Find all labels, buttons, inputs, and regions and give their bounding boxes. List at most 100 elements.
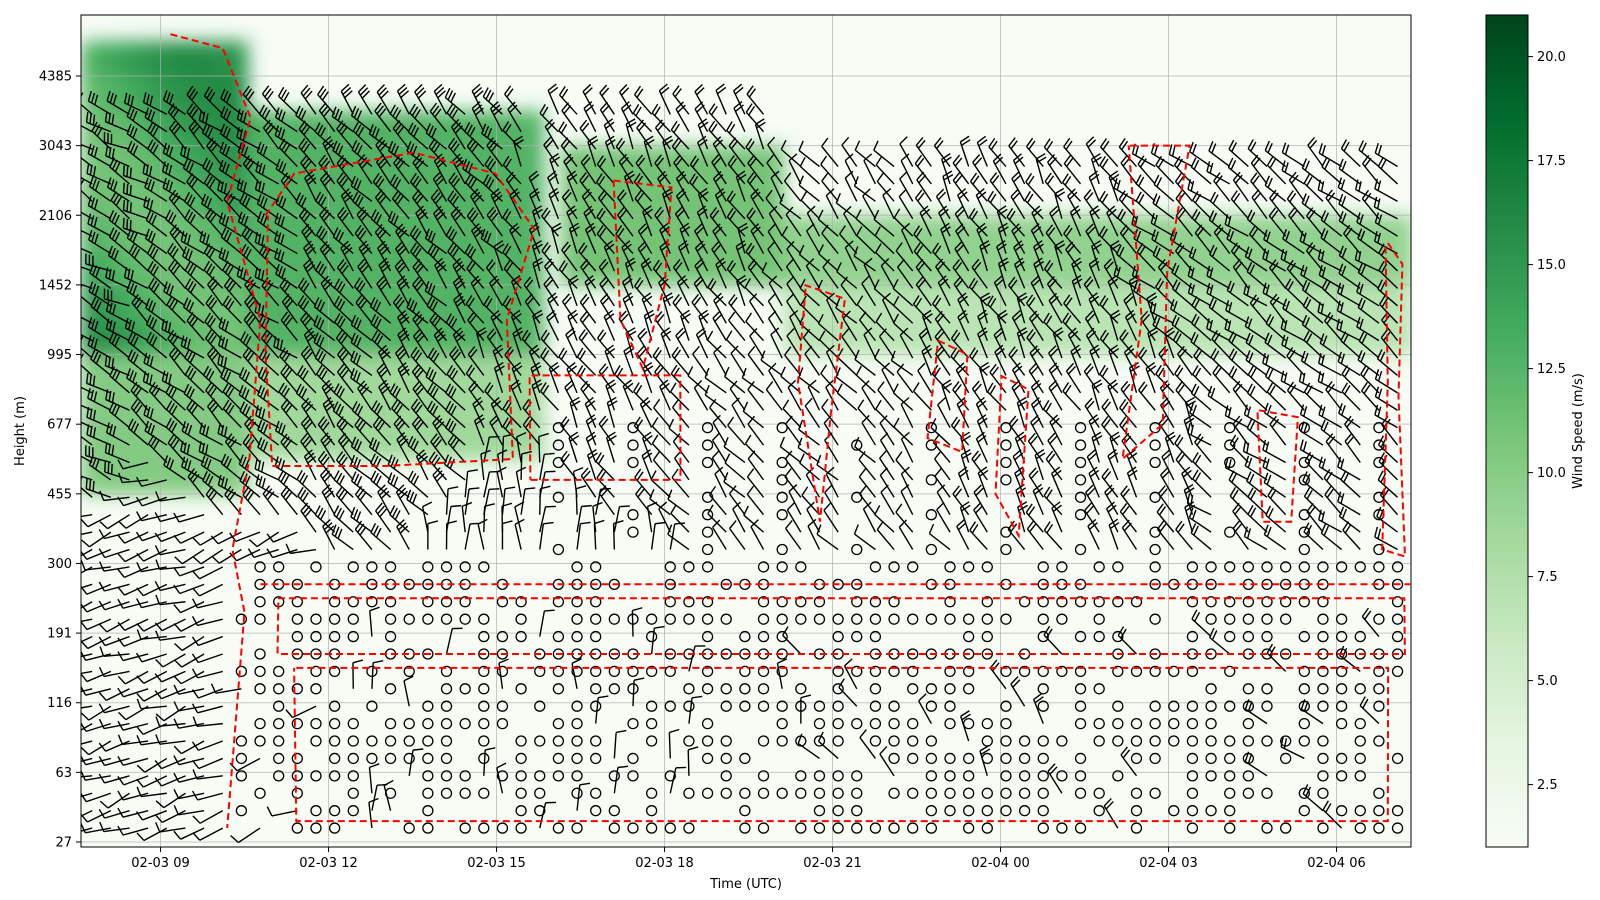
barb-feather bbox=[69, 371, 71, 381]
calm-marker bbox=[1000, 717, 1012, 730]
heat-cell bbox=[672, 145, 692, 182]
barb-feather bbox=[172, 439, 180, 449]
heat-cell bbox=[228, 424, 249, 460]
barb-shaft bbox=[145, 237, 168, 255]
heat-cell bbox=[1300, 215, 1321, 252]
barb-feather bbox=[74, 422, 78, 432]
wind-barb bbox=[104, 355, 130, 377]
barb-feather bbox=[81, 792, 87, 803]
barb-feather bbox=[135, 387, 143, 397]
wind-barb bbox=[81, 475, 93, 481]
barb-shaft bbox=[147, 252, 168, 272]
barb-feather bbox=[94, 459, 100, 470]
barb-shaft bbox=[142, 496, 168, 507]
barb-feather bbox=[174, 556, 183, 565]
barb-shaft bbox=[254, 468, 279, 481]
wind-barb bbox=[62, 810, 93, 822]
calm-marker bbox=[776, 787, 788, 799]
barb-feather bbox=[185, 160, 192, 171]
barb-shaft bbox=[205, 302, 224, 324]
wind-barb bbox=[81, 775, 93, 778]
calm-marker bbox=[813, 735, 826, 747]
barb-feather bbox=[136, 764, 146, 773]
wind-barb bbox=[161, 319, 186, 342]
heat-cell bbox=[635, 215, 655, 252]
barb-shaft bbox=[106, 618, 130, 633]
calm-marker bbox=[1280, 648, 1292, 660]
barb-feather bbox=[258, 476, 263, 487]
barb-shaft bbox=[178, 688, 205, 695]
barb-feather bbox=[136, 786, 142, 797]
heat-cell bbox=[506, 215, 526, 252]
barb-feather bbox=[161, 319, 165, 330]
barb-shaft bbox=[197, 653, 223, 664]
barb-feather bbox=[222, 295, 230, 305]
barb-feather bbox=[223, 90, 229, 101]
wind-barb bbox=[184, 261, 205, 289]
barb-feather bbox=[62, 814, 69, 822]
barb-feather bbox=[164, 372, 169, 383]
barb-shaft bbox=[184, 357, 205, 376]
calm-marker bbox=[590, 683, 602, 695]
barb-feather bbox=[173, 684, 180, 695]
barb-feather bbox=[210, 683, 217, 694]
calm-marker bbox=[254, 648, 266, 660]
barb-feather bbox=[173, 604, 182, 614]
calm-marker bbox=[291, 752, 303, 765]
heat-cell bbox=[81, 145, 101, 182]
calm-marker bbox=[1186, 630, 1199, 643]
barb-feather bbox=[201, 442, 206, 454]
wind-barb bbox=[99, 490, 130, 502]
calm-marker bbox=[1112, 700, 1124, 712]
barb-feather bbox=[185, 248, 190, 259]
barb-feather bbox=[221, 319, 226, 330]
calm-marker bbox=[1261, 700, 1273, 712]
barb-feather bbox=[173, 755, 180, 766]
calm-marker bbox=[1074, 787, 1087, 799]
barb-shaft bbox=[145, 219, 168, 237]
calm-marker bbox=[683, 613, 695, 625]
barb-shaft bbox=[81, 670, 93, 675]
barb-shaft bbox=[161, 688, 186, 700]
barb-feather bbox=[180, 335, 185, 346]
calm-marker bbox=[552, 491, 565, 503]
barb-feather bbox=[73, 349, 78, 358]
barb-feather bbox=[86, 407, 90, 418]
wind-barb bbox=[98, 581, 130, 592]
barb-feather bbox=[186, 350, 193, 361]
barb-shaft bbox=[520, 453, 523, 480]
calm-marker bbox=[235, 752, 248, 765]
calm-marker bbox=[571, 630, 583, 643]
wind-barb bbox=[108, 210, 130, 237]
barb-shaft bbox=[124, 531, 149, 544]
barb-feather bbox=[244, 349, 253, 359]
wind-barb bbox=[191, 757, 224, 770]
wind-barb bbox=[154, 618, 186, 632]
barb-shaft bbox=[130, 390, 149, 411]
calm-marker bbox=[571, 822, 583, 834]
barb-feather bbox=[126, 368, 131, 379]
heat-cell bbox=[838, 215, 859, 252]
calm-marker bbox=[552, 770, 565, 782]
barb-feather bbox=[76, 165, 79, 175]
barb-shaft bbox=[143, 670, 168, 685]
barb-feather bbox=[126, 218, 129, 230]
barb-feather bbox=[98, 529, 105, 539]
barb-shaft bbox=[123, 496, 149, 507]
barb-feather bbox=[149, 374, 153, 385]
barb-feather bbox=[62, 792, 67, 801]
calm-marker bbox=[645, 787, 658, 799]
barb-feather bbox=[99, 646, 105, 657]
barb-feather bbox=[154, 532, 162, 542]
calm-marker bbox=[1074, 770, 1087, 782]
calm-marker bbox=[1224, 822, 1236, 834]
calm-marker bbox=[1391, 578, 1404, 590]
barb-shaft bbox=[87, 223, 112, 237]
barb-feather bbox=[239, 267, 244, 278]
barb-feather bbox=[180, 230, 185, 242]
barb-feather bbox=[261, 350, 268, 361]
barb-feather bbox=[191, 668, 199, 679]
calm-marker bbox=[1000, 735, 1012, 747]
wind-barb bbox=[85, 478, 112, 498]
calm-marker bbox=[664, 648, 676, 660]
